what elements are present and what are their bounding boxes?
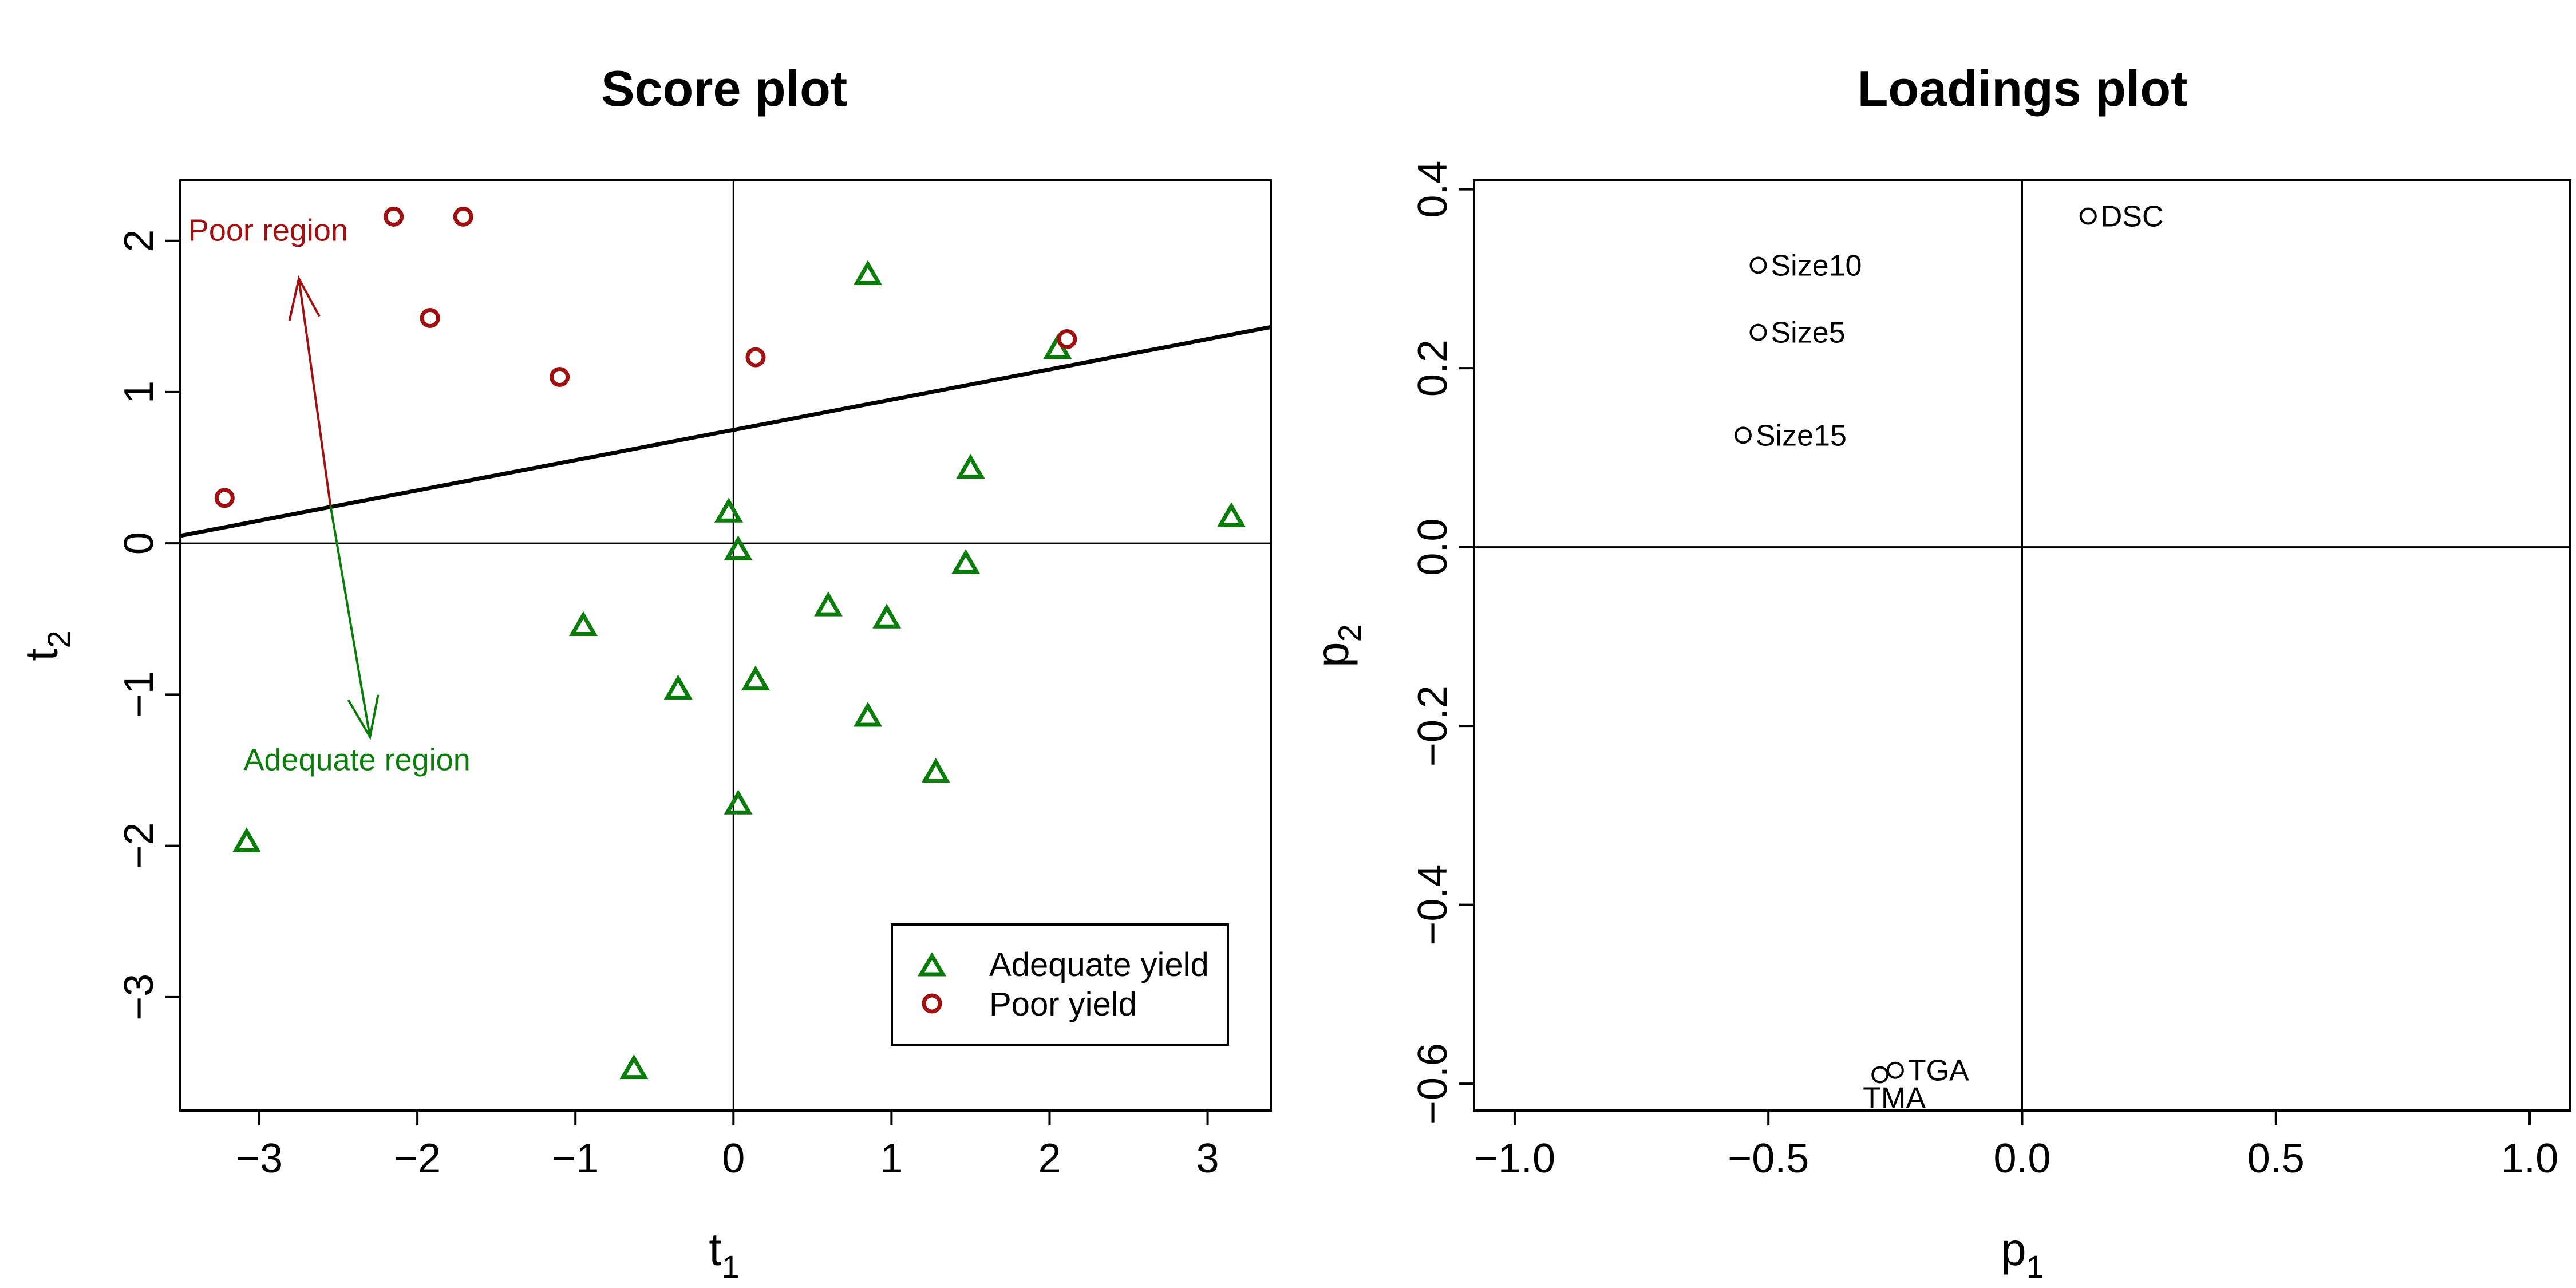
loading-point-size5	[1749, 323, 1767, 341]
score-xtick-label: 2	[1038, 1136, 1061, 1182]
poor-yield-point	[550, 366, 570, 387]
loadings-ytick-label: 0.2	[1410, 339, 1456, 397]
adequate-yield-point	[568, 611, 598, 636]
adequate-yield-point	[956, 453, 985, 479]
score-xtick-label: −1	[552, 1136, 599, 1182]
loadings-ytick-label: 0.4	[1410, 161, 1456, 218]
adequate-region-arrow	[329, 505, 380, 740]
loading-point-size15	[1734, 426, 1752, 444]
adequate-yield-point	[724, 535, 753, 560]
loading-label-tga: TGA	[1908, 1054, 1969, 1088]
poor-yield-point	[453, 206, 473, 227]
loadings-plot-title: Loadings plot	[1858, 60, 2188, 117]
loading-point-size10	[1749, 256, 1767, 274]
legend-circle-marker	[922, 993, 942, 1014]
poor-yield-point	[1057, 329, 1077, 349]
loadings-xtick-label: −1.0	[1474, 1136, 1555, 1182]
score-ytick-label: 1	[116, 381, 162, 404]
poor-yield-point	[420, 307, 440, 328]
adequate-yield-point	[921, 757, 950, 783]
score-ytick-label: −1	[116, 671, 162, 718]
adequate-yield-point	[951, 549, 981, 574]
legend-label-adequate: Adequate yield	[989, 946, 1209, 983]
score-plot-xlabel: t1	[709, 1224, 739, 1285]
legend: Adequate yield Poor yield	[891, 923, 1229, 1046]
loadings-ytick-label: −0.2	[1410, 685, 1456, 767]
loadings-ytick-label: 0.0	[1410, 519, 1456, 576]
loadings-plot-xlabel: p1	[2001, 1224, 2044, 1285]
loading-label-size5: Size5	[1771, 317, 1845, 350]
poor-region-arrow	[288, 275, 332, 506]
adequate-yield-point	[872, 603, 902, 629]
legend-label-poor: Poor yield	[989, 986, 1137, 1023]
adequate-yield-point	[813, 591, 843, 617]
score-xtick-label: −3	[236, 1136, 283, 1182]
loading-point-tma	[1871, 1066, 1889, 1084]
loadings-ytick-label: −0.4	[1410, 864, 1456, 946]
poor-region-label: Poor region	[188, 214, 348, 248]
loadings-ytick-label: −0.6	[1410, 1043, 1456, 1124]
poor-yield-point	[745, 347, 766, 368]
loading-point-tga	[1886, 1061, 1904, 1079]
adequate-yield-point	[714, 497, 744, 523]
legend-box	[891, 923, 1229, 1046]
poor-yield-point	[384, 206, 404, 227]
legend-triangle-marker	[917, 952, 947, 977]
poor-yield-point	[214, 488, 235, 508]
loading-label-tma: TMA	[1863, 1082, 1926, 1115]
score-plot-title: Score plot	[601, 60, 847, 117]
adequate-yield-point	[619, 1054, 649, 1080]
score-ytick-label: −3	[116, 974, 162, 1021]
loading-label-dsc: DSC	[2101, 200, 2164, 234]
separator-line	[180, 325, 1271, 538]
loadings-plot-panel: Loadings plot p1 p2 −1.0 −0.5 0.0 0.5 1.0 −0.…	[1307, 60, 2571, 1285]
adequate-region-label: Adequate region	[243, 742, 470, 777]
score-ytick-label: 2	[116, 230, 162, 252]
adequate-yield-point	[1216, 502, 1246, 527]
loadings-plot-area	[1474, 180, 2570, 1111]
score-plot-area	[180, 180, 1271, 1111]
adequate-yield-point	[663, 674, 693, 700]
score-ytick-label: 0	[116, 532, 162, 555]
adequate-yield-point	[853, 260, 883, 285]
score-xtick-label: 3	[1196, 1136, 1219, 1182]
score-plot-frame	[179, 179, 1272, 1112]
loadings-xtick-label: 0.0	[1993, 1136, 2050, 1182]
score-plot-panel: Score plot t1 t2 Poor region Adequate re…	[16, 60, 1272, 1285]
loading-label-size15: Size15	[1756, 419, 1847, 452]
adequate-yield-point	[741, 665, 771, 691]
loadings-xtick-label: −0.5	[1728, 1136, 1809, 1182]
loading-label-size10: Size10	[1771, 249, 1862, 282]
score-xtick-label: 1	[880, 1136, 903, 1182]
adequate-yield-point	[853, 701, 883, 727]
score-xtick-label: 0	[722, 1136, 745, 1182]
loadings-xtick-label: 1.0	[2501, 1136, 2558, 1182]
loading-point-dsc	[2079, 207, 2097, 225]
loadings-xtick-label: 0.5	[2247, 1136, 2305, 1182]
score-xtick-label: −2	[394, 1136, 441, 1182]
loadings-plot-ylabel: p2	[1307, 624, 1368, 667]
adequate-yield-point	[724, 789, 753, 815]
score-ytick-label: −2	[116, 823, 162, 870]
adequate-yield-point	[232, 827, 262, 852]
score-plot-ylabel: t2	[16, 630, 77, 661]
